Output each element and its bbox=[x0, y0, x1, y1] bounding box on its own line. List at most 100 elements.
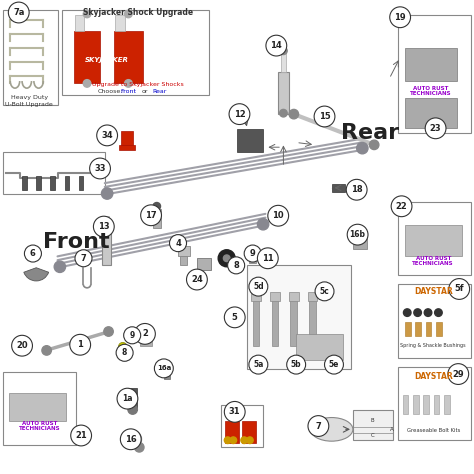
Circle shape bbox=[71, 425, 91, 446]
Circle shape bbox=[70, 334, 91, 355]
Circle shape bbox=[425, 118, 446, 139]
Text: 16b: 16b bbox=[350, 230, 365, 239]
Bar bbox=[423, 395, 429, 414]
Text: 5b: 5b bbox=[291, 360, 301, 369]
Circle shape bbox=[93, 216, 114, 237]
Circle shape bbox=[141, 205, 162, 226]
Circle shape bbox=[228, 257, 245, 274]
Text: Front: Front bbox=[120, 89, 137, 94]
Text: Rear: Rear bbox=[152, 89, 166, 94]
Bar bbox=[75, 15, 84, 31]
Bar bbox=[102, 232, 111, 265]
Circle shape bbox=[224, 437, 231, 444]
Bar bbox=[413, 395, 419, 414]
Circle shape bbox=[117, 388, 138, 409]
Text: 24: 24 bbox=[191, 275, 203, 284]
Text: 18: 18 bbox=[351, 185, 363, 194]
Text: AUTO RUST: AUTO RUST bbox=[22, 421, 58, 426]
Bar bbox=[74, 31, 100, 83]
Circle shape bbox=[116, 344, 133, 361]
Bar bbox=[405, 225, 462, 256]
Text: 5a: 5a bbox=[253, 360, 264, 369]
Circle shape bbox=[12, 335, 32, 356]
Circle shape bbox=[9, 2, 29, 23]
FancyBboxPatch shape bbox=[3, 152, 105, 194]
FancyBboxPatch shape bbox=[398, 284, 471, 357]
Bar bbox=[405, 98, 457, 128]
Text: Skyjacker Shock Upgrade: Skyjacker Shock Upgrade bbox=[83, 8, 193, 17]
Circle shape bbox=[403, 309, 411, 317]
Bar bbox=[225, 421, 239, 443]
Text: 23: 23 bbox=[430, 124, 441, 133]
Circle shape bbox=[289, 109, 299, 119]
Circle shape bbox=[124, 327, 141, 344]
FancyBboxPatch shape bbox=[398, 367, 471, 440]
Circle shape bbox=[153, 202, 161, 210]
FancyBboxPatch shape bbox=[246, 265, 350, 369]
Bar bbox=[50, 175, 55, 190]
Bar bbox=[242, 421, 256, 443]
Circle shape bbox=[287, 355, 306, 374]
Bar bbox=[197, 258, 211, 270]
FancyBboxPatch shape bbox=[3, 10, 57, 105]
Text: 1: 1 bbox=[77, 340, 83, 349]
Bar bbox=[115, 15, 125, 31]
Circle shape bbox=[390, 7, 410, 27]
Circle shape bbox=[125, 80, 132, 87]
Text: 33: 33 bbox=[94, 164, 106, 173]
Bar bbox=[426, 322, 431, 336]
Bar bbox=[129, 338, 134, 342]
FancyBboxPatch shape bbox=[62, 10, 209, 95]
Text: Upgrade to Skyjacker Shocks: Upgrade to Skyjacker Shocks bbox=[92, 82, 184, 87]
Bar bbox=[251, 292, 261, 301]
Circle shape bbox=[449, 279, 470, 300]
Circle shape bbox=[448, 364, 469, 384]
Text: 5d: 5d bbox=[253, 282, 264, 291]
Bar bbox=[444, 395, 450, 414]
Text: DAYSTAR: DAYSTAR bbox=[414, 372, 453, 381]
Circle shape bbox=[101, 188, 113, 199]
Circle shape bbox=[315, 282, 334, 301]
Text: 29: 29 bbox=[453, 370, 464, 379]
Circle shape bbox=[54, 261, 65, 273]
Circle shape bbox=[346, 179, 367, 200]
Text: 21: 21 bbox=[75, 431, 87, 440]
Text: 4: 4 bbox=[175, 238, 181, 247]
Bar bbox=[128, 388, 137, 410]
Circle shape bbox=[241, 437, 247, 444]
Text: Choose:: Choose: bbox=[98, 89, 123, 94]
Circle shape bbox=[83, 80, 91, 87]
Text: 16: 16 bbox=[125, 435, 137, 444]
Bar bbox=[154, 209, 161, 228]
Text: AUTO RUST: AUTO RUST bbox=[413, 86, 448, 91]
Bar bbox=[310, 299, 316, 346]
Text: 15: 15 bbox=[319, 112, 330, 121]
Wedge shape bbox=[24, 268, 49, 281]
Text: 9: 9 bbox=[250, 249, 255, 258]
Bar bbox=[164, 367, 170, 379]
Text: 5f: 5f bbox=[455, 284, 464, 293]
Ellipse shape bbox=[310, 418, 353, 441]
Circle shape bbox=[135, 323, 155, 344]
Circle shape bbox=[155, 359, 173, 378]
Text: 5c: 5c bbox=[319, 287, 329, 296]
Circle shape bbox=[280, 109, 287, 117]
Bar bbox=[415, 322, 421, 336]
Circle shape bbox=[257, 248, 278, 269]
Text: 12: 12 bbox=[234, 109, 246, 118]
Text: 19: 19 bbox=[394, 13, 406, 22]
Text: 14: 14 bbox=[271, 41, 282, 50]
Circle shape bbox=[435, 309, 442, 317]
Circle shape bbox=[97, 125, 118, 146]
Circle shape bbox=[424, 309, 432, 317]
Text: or: or bbox=[142, 89, 148, 94]
FancyBboxPatch shape bbox=[353, 410, 393, 440]
Text: Spring & Shackle Bushings: Spring & Shackle Bushings bbox=[401, 343, 466, 348]
Bar bbox=[22, 175, 27, 190]
Bar bbox=[332, 183, 345, 192]
Circle shape bbox=[104, 327, 113, 336]
Text: AUTO RUST: AUTO RUST bbox=[416, 256, 451, 261]
Bar bbox=[36, 175, 41, 190]
Circle shape bbox=[244, 245, 261, 262]
Bar bbox=[281, 53, 286, 72]
